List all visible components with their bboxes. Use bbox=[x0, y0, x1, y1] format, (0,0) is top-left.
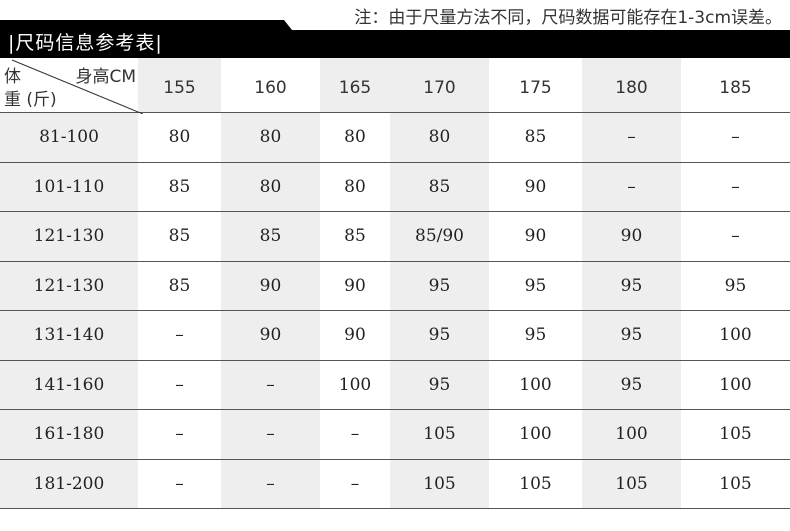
size-cell: – bbox=[731, 127, 740, 148]
size-cell: 100 bbox=[338, 374, 372, 395]
size-cell: 105 bbox=[582, 459, 681, 508]
table-row: 121-130 85 90 90 95 95 95 95 bbox=[0, 261, 790, 311]
size-cell: 95 bbox=[582, 311, 681, 360]
weight-cell: 101-110 bbox=[0, 162, 138, 211]
size-cell: 85 bbox=[221, 212, 320, 261]
size-cell: – bbox=[221, 360, 320, 409]
size-cell: 85 bbox=[168, 275, 191, 296]
weight-label: 体 bbox=[4, 67, 21, 87]
size-cell: 80 bbox=[168, 127, 191, 148]
diagonal-divider bbox=[11, 59, 143, 114]
weight-cell: 161-180 bbox=[0, 410, 138, 459]
size-cell: – bbox=[350, 424, 360, 445]
size-cell: 105 bbox=[719, 424, 752, 445]
size-cell: 80 bbox=[390, 113, 489, 162]
measurement-note: 注：由于尺量方法不同，尺码数据可能存在1-3cm误差。 bbox=[354, 8, 782, 28]
size-cell: 95 bbox=[390, 360, 489, 409]
size-cell: 95 bbox=[390, 261, 489, 310]
size-cell: – bbox=[350, 473, 360, 494]
size-cell: 80 bbox=[221, 113, 320, 162]
weight-unit-label: 重 (斤) bbox=[4, 90, 57, 110]
size-cell: – bbox=[582, 113, 681, 162]
size-cell: 105 bbox=[519, 473, 552, 494]
weight-cell: 121-130 bbox=[0, 212, 138, 261]
size-cell: 85/90 bbox=[390, 212, 489, 261]
height-header: 175 bbox=[519, 78, 552, 98]
size-cell: 90 bbox=[221, 311, 320, 360]
size-cell: 90 bbox=[524, 226, 547, 247]
height-label: 身高CM bbox=[75, 67, 136, 87]
size-cell: 85 bbox=[168, 176, 191, 197]
table-row: 101-110 85 80 80 85 90 – – bbox=[0, 162, 790, 212]
height-header: 165 bbox=[320, 58, 390, 112]
height-header: 155 bbox=[138, 58, 221, 112]
table-row: 131-140 – 90 90 95 95 95 100 bbox=[0, 311, 790, 361]
size-cell: – bbox=[731, 176, 740, 197]
table-row: 181-200 – – – 105 105 105 105 bbox=[0, 459, 790, 509]
size-cell: 85 bbox=[344, 226, 366, 247]
size-cell: 100 bbox=[719, 374, 752, 395]
size-cell: 90 bbox=[582, 212, 681, 261]
size-cell: 105 bbox=[390, 459, 489, 508]
size-cell: 80 bbox=[344, 127, 366, 148]
size-cell: 80 bbox=[344, 176, 366, 197]
size-cell: – bbox=[221, 459, 320, 508]
size-cell: – bbox=[175, 325, 184, 346]
height-header: 180 bbox=[582, 58, 681, 112]
size-cell: 80 bbox=[221, 162, 320, 211]
size-cell: – bbox=[175, 374, 184, 395]
size-cell: – bbox=[175, 473, 184, 494]
size-cell: 95 bbox=[724, 275, 747, 296]
size-cell: 100 bbox=[719, 325, 752, 346]
size-table: 体 身高CM 重 (斤) 155 160 165 170 175 180 185… bbox=[0, 58, 790, 509]
height-header: 185 bbox=[719, 78, 752, 98]
weight-cell: 121-130 bbox=[0, 261, 138, 310]
size-cell: – bbox=[221, 410, 320, 459]
weight-cell: 141-160 bbox=[0, 360, 138, 409]
table-title: |尺码信息参考表| bbox=[8, 32, 163, 54]
size-cell: 85 bbox=[168, 226, 191, 247]
size-cell: 95 bbox=[390, 311, 489, 360]
title-tab bbox=[0, 20, 292, 58]
table-row: 121-130 85 85 85 85/90 90 90 – bbox=[0, 212, 790, 262]
header-row: 体 身高CM 重 (斤) 155 160 165 170 175 180 185 bbox=[0, 58, 790, 114]
weight-cell: 181-200 bbox=[0, 459, 138, 508]
size-cell: 85 bbox=[524, 127, 547, 148]
table-row: 141-160– –100 95 100 95 100 bbox=[0, 360, 790, 410]
size-cell: – bbox=[731, 226, 740, 247]
size-cell: – bbox=[175, 424, 184, 445]
size-cell: 95 bbox=[524, 275, 547, 296]
size-cell: 85 bbox=[390, 162, 489, 211]
size-cell: 95 bbox=[582, 261, 681, 310]
size-cell: 90 bbox=[221, 261, 320, 310]
size-cell: 90 bbox=[524, 176, 547, 197]
table-row: 81-100 80 80 80 80 85 – – bbox=[0, 113, 790, 163]
table-row: 161-180 – – – 105 100 100 105 bbox=[0, 410, 790, 460]
size-cell: 90 bbox=[344, 275, 366, 296]
size-cell: 90 bbox=[344, 325, 366, 346]
height-header: 170 bbox=[390, 58, 489, 112]
size-cell: 100 bbox=[582, 410, 681, 459]
height-header: 160 bbox=[254, 78, 287, 98]
size-cell: 95 bbox=[524, 325, 547, 346]
size-cell: 105 bbox=[390, 410, 489, 459]
weight-cell: 81-100 bbox=[0, 113, 138, 162]
corner-cell: 体 身高CM 重 (斤) bbox=[0, 58, 143, 114]
size-cell: 105 bbox=[719, 473, 752, 494]
size-cell: – bbox=[582, 162, 681, 211]
size-cell: 95 bbox=[582, 360, 681, 409]
weight-cell: 131-140 bbox=[0, 311, 138, 360]
size-cell: 100 bbox=[519, 374, 552, 395]
size-cell: 100 bbox=[519, 424, 552, 445]
